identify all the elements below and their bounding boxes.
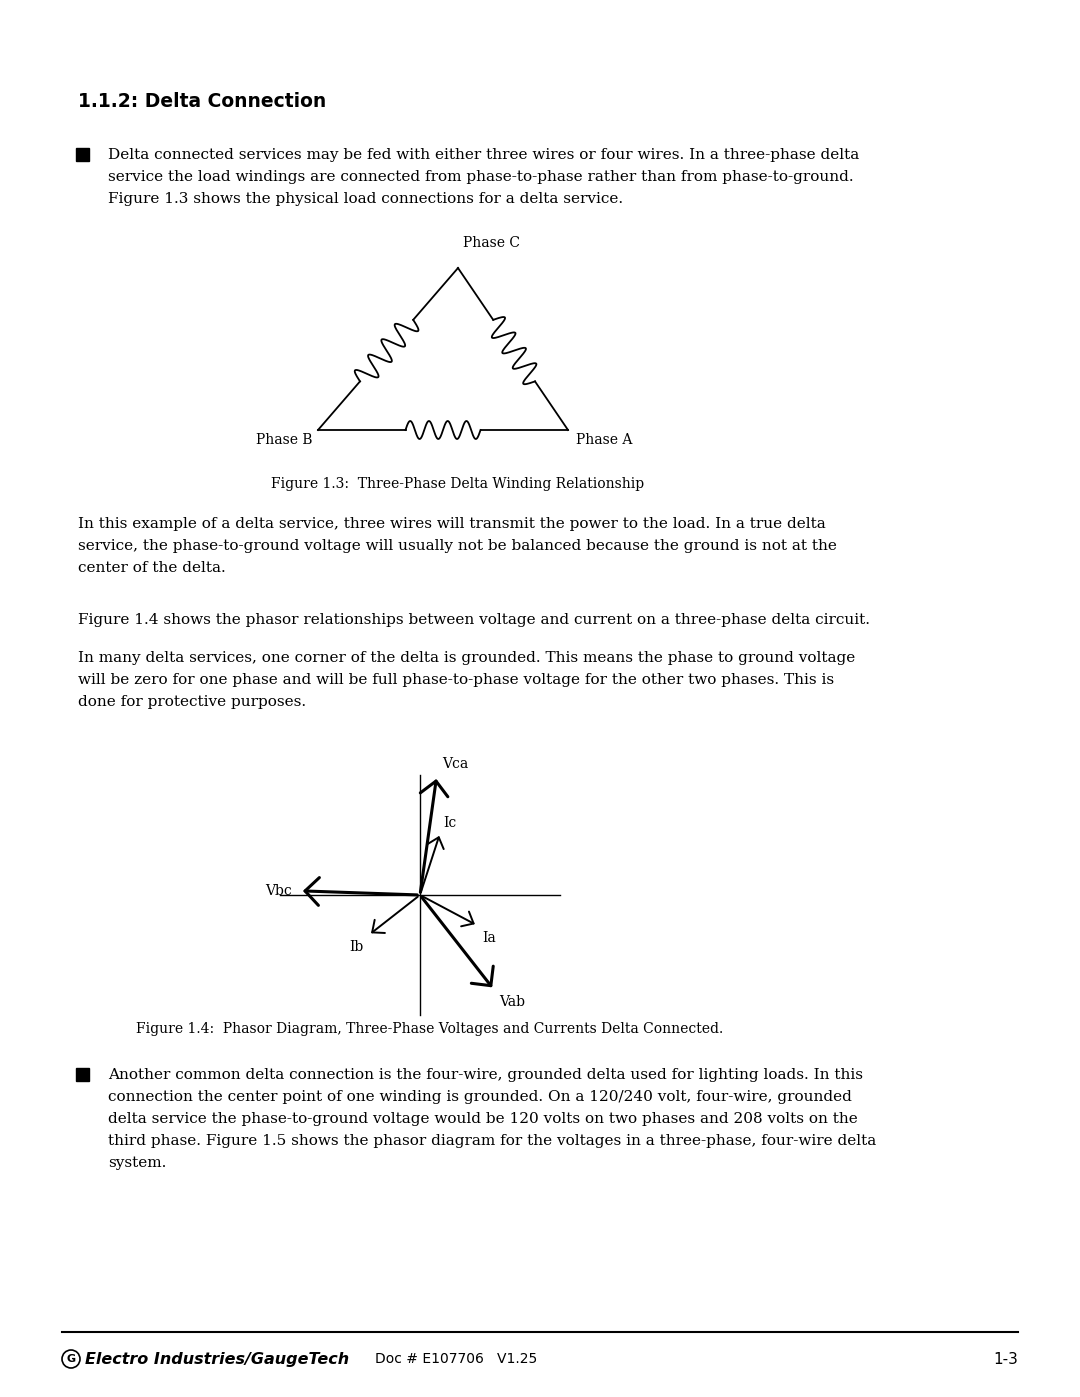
Text: Figure 1.3:  Three-Phase Delta Winding Relationship: Figure 1.3: Three-Phase Delta Winding Re… <box>271 476 645 490</box>
Text: Doc # E107706   V1.25: Doc # E107706 V1.25 <box>375 1352 537 1366</box>
Text: will be zero for one phase and will be full phase-to-phase voltage for the other: will be zero for one phase and will be f… <box>78 673 834 687</box>
Text: Ic: Ic <box>443 816 457 830</box>
Text: Delta connected services may be fed with either three wires or four wires. In a : Delta connected services may be fed with… <box>108 148 860 162</box>
Text: delta service the phase-to-ground voltage would be 120 volts on two phases and 2: delta service the phase-to-ground voltag… <box>108 1112 858 1126</box>
Text: connection the center point of one winding is grounded. On a 120/240 volt, four-: connection the center point of one windi… <box>108 1090 852 1104</box>
Text: Vca: Vca <box>442 757 468 771</box>
Text: service, the phase-to-ground voltage will usually not be balanced because the gr: service, the phase-to-ground voltage wil… <box>78 539 837 553</box>
Bar <box>76 1067 89 1081</box>
Text: Figure 1.4:  Phasor Diagram, Three-Phase Voltages and Currents Delta Connected.: Figure 1.4: Phasor Diagram, Three-Phase … <box>136 1023 724 1037</box>
Text: Vbc: Vbc <box>266 884 292 898</box>
Text: Another common delta connection is the four-wire, grounded delta used for lighti: Another common delta connection is the f… <box>108 1067 863 1083</box>
Text: 1.1.2: Delta Connection: 1.1.2: Delta Connection <box>78 92 326 110</box>
Text: Figure 1.4 shows the phasor relationships between voltage and current on a three: Figure 1.4 shows the phasor relationship… <box>78 613 870 627</box>
Text: center of the delta.: center of the delta. <box>78 562 226 576</box>
Text: G: G <box>67 1354 76 1363</box>
Text: third phase. Figure 1.5 shows the phasor diagram for the voltages in a three-pha: third phase. Figure 1.5 shows the phasor… <box>108 1134 876 1148</box>
Text: In many delta services, one corner of the delta is grounded. This means the phas: In many delta services, one corner of th… <box>78 651 855 665</box>
Text: In this example of a delta service, three wires will transmit the power to the l: In this example of a delta service, thre… <box>78 517 826 531</box>
Text: Ia: Ia <box>483 930 496 944</box>
Text: Electro Industries/GaugeTech: Electro Industries/GaugeTech <box>85 1352 349 1368</box>
Text: Ib: Ib <box>350 940 364 954</box>
Bar <box>76 148 89 161</box>
Text: 1-3: 1-3 <box>994 1352 1018 1368</box>
Text: Vab: Vab <box>499 995 525 1009</box>
Text: Phase C: Phase C <box>463 236 519 250</box>
Text: Figure 1.3 shows the physical load connections for a delta service.: Figure 1.3 shows the physical load conne… <box>108 191 623 205</box>
Text: service the load windings are connected from phase-to-phase rather than from pha: service the load windings are connected … <box>108 170 853 184</box>
Text: system.: system. <box>108 1155 166 1171</box>
Text: Phase B: Phase B <box>257 433 313 447</box>
Text: done for protective purposes.: done for protective purposes. <box>78 694 306 710</box>
Text: Phase A: Phase A <box>576 433 633 447</box>
